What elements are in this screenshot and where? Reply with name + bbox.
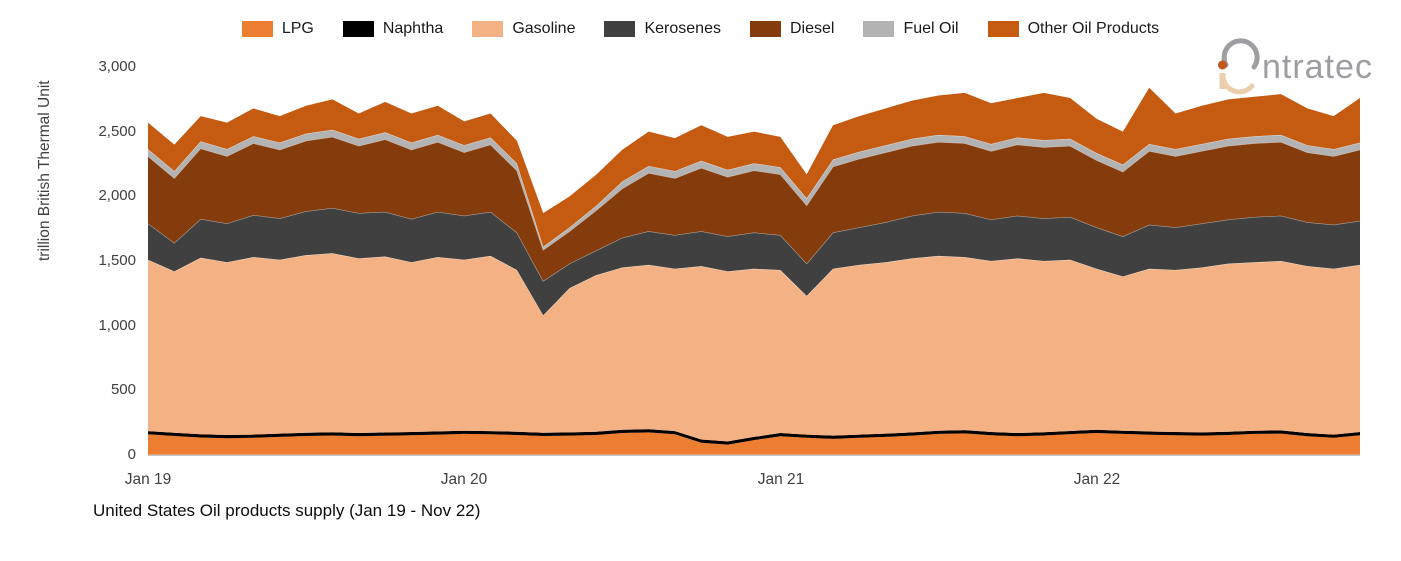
- fuel-oil-swatch-icon: [863, 21, 895, 37]
- legend-item-lpg[interactable]: LPG: [241, 20, 314, 38]
- plot-area: [148, 67, 1360, 456]
- stacked-area-svg: [148, 87, 1360, 456]
- area-diesel: [148, 136, 1360, 282]
- lpg-swatch-icon: [241, 21, 273, 37]
- y-tick-0: 0: [127, 446, 136, 463]
- seam-fuel-oil: [148, 129, 1360, 248]
- legend-label: Diesel: [789, 20, 835, 37]
- area-other-oil-products: [148, 87, 1360, 247]
- area-gasoline: [148, 253, 1360, 442]
- legend-label: Kerosenes: [644, 20, 721, 37]
- legend-item-other-oil-products[interactable]: Other Oil Products: [987, 20, 1160, 38]
- intratec-logo-icon: [1218, 38, 1260, 95]
- logo-text: ntratec: [1262, 48, 1373, 86]
- y-tick-1500: 1,500: [98, 252, 136, 269]
- legend-item-gasoline[interactable]: Gasoline: [472, 20, 575, 38]
- y-tick-2500: 2,500: [98, 123, 136, 140]
- diesel-swatch-icon: [749, 21, 781, 37]
- area-kerosenes: [148, 207, 1360, 316]
- legend-label: Gasoline: [512, 20, 576, 37]
- area-fuel-oil: [148, 129, 1360, 251]
- kerosenes-swatch-icon: [604, 21, 636, 37]
- x-tick-jan22: Jan 22: [1073, 471, 1121, 488]
- y-tick-500: 500: [110, 381, 136, 398]
- seam-gasoline: [148, 252, 1360, 317]
- legend-label: Naphtha: [382, 20, 444, 37]
- other-oil-products-swatch-icon: [987, 21, 1019, 37]
- legend-item-kerosenes[interactable]: Kerosenes: [604, 20, 721, 38]
- legend-label: Fuel Oil: [903, 20, 959, 37]
- chart-caption: United States Oil products supply (Jan 1…: [93, 501, 481, 520]
- y-tick-2000: 2,000: [98, 187, 136, 204]
- x-tick-jan19: Jan 19: [124, 471, 172, 488]
- area-lpg: [148, 432, 1360, 455]
- gasoline-swatch-icon: [472, 21, 504, 37]
- x-tick-jan20: Jan 20: [440, 471, 488, 488]
- naphtha-swatch-icon: [342, 21, 374, 37]
- chart-legend: LPG Naphtha Gasoline Kerosenes Diesel Fu…: [0, 20, 1401, 38]
- y-tick-3000: 3,000: [98, 58, 136, 75]
- legend-item-naphtha[interactable]: Naphtha: [342, 20, 444, 38]
- intratec-logo: ntratec: [1214, 36, 1373, 96]
- legend-item-fuel-oil[interactable]: Fuel Oil: [863, 20, 959, 38]
- x-axis-ticks: Jan 19 Jan 20 Jan 21 Jan 22: [0, 471, 1401, 491]
- y-tick-1000: 1,000: [98, 317, 136, 334]
- legend-label: Other Oil Products: [1027, 20, 1160, 37]
- legend-item-diesel[interactable]: Diesel: [749, 20, 835, 38]
- legend-label: LPG: [281, 20, 314, 37]
- x-tick-jan21: Jan 21: [757, 471, 805, 488]
- logo-i-dot: [1218, 60, 1227, 70]
